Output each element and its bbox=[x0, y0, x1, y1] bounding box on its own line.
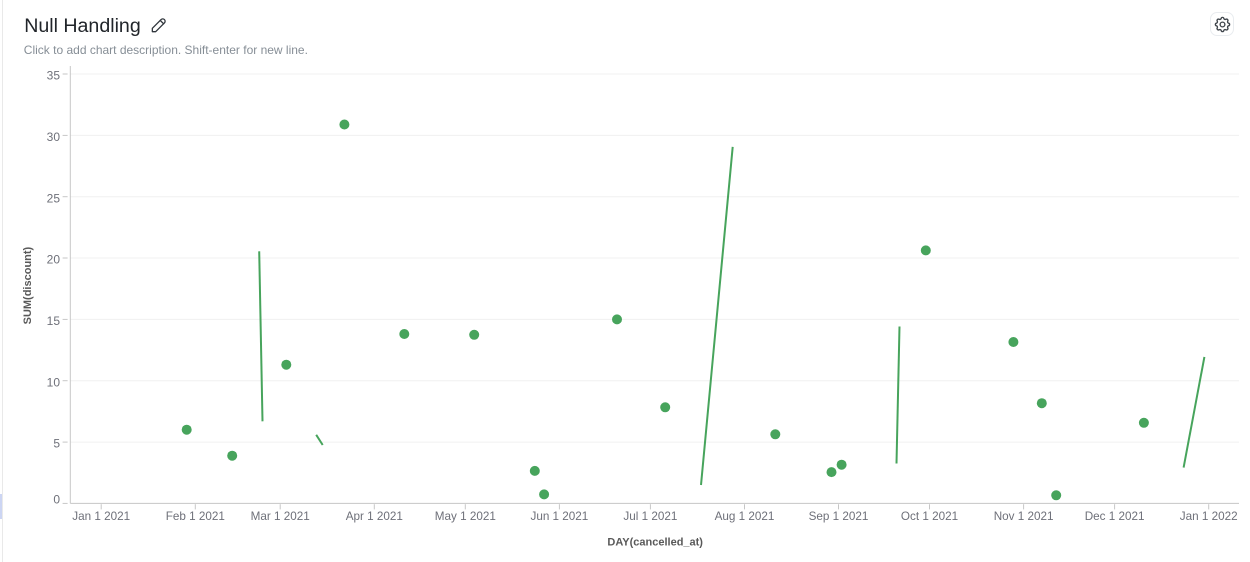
svg-text:Nov 1 2021: Nov 1 2021 bbox=[994, 510, 1054, 523]
svg-text:15: 15 bbox=[47, 314, 61, 328]
svg-text:Aug 1 2021: Aug 1 2021 bbox=[715, 510, 775, 523]
svg-text:Jan 1 2022: Jan 1 2022 bbox=[1180, 510, 1238, 523]
svg-text:Jun 1 2021: Jun 1 2021 bbox=[530, 510, 588, 523]
svg-text:0: 0 bbox=[53, 492, 60, 506]
svg-text:5: 5 bbox=[53, 437, 60, 451]
svg-text:Jul 1 2021: Jul 1 2021 bbox=[623, 510, 677, 523]
svg-text:Apr 1 2021: Apr 1 2021 bbox=[346, 510, 403, 523]
svg-text:Oct 1 2021: Oct 1 2021 bbox=[901, 510, 958, 523]
svg-text:Mar 1 2021: Mar 1 2021 bbox=[251, 510, 310, 523]
svg-text:DAY(cancelled_at): DAY(cancelled_at) bbox=[607, 536, 703, 548]
svg-text:Jan 1 2021: Jan 1 2021 bbox=[72, 510, 130, 523]
svg-text:May 1 2021: May 1 2021 bbox=[435, 510, 496, 523]
svg-text:Dec 1 2021: Dec 1 2021 bbox=[1085, 510, 1145, 523]
svg-text:SUM(discount): SUM(discount) bbox=[22, 246, 34, 324]
svg-text:20: 20 bbox=[47, 253, 61, 267]
svg-text:25: 25 bbox=[47, 191, 61, 205]
svg-text:10: 10 bbox=[47, 375, 61, 389]
svg-text:Feb 1 2021: Feb 1 2021 bbox=[166, 510, 225, 523]
svg-text:30: 30 bbox=[47, 130, 61, 144]
svg-text:35: 35 bbox=[47, 69, 61, 83]
svg-text:Sep 1 2021: Sep 1 2021 bbox=[809, 510, 869, 523]
